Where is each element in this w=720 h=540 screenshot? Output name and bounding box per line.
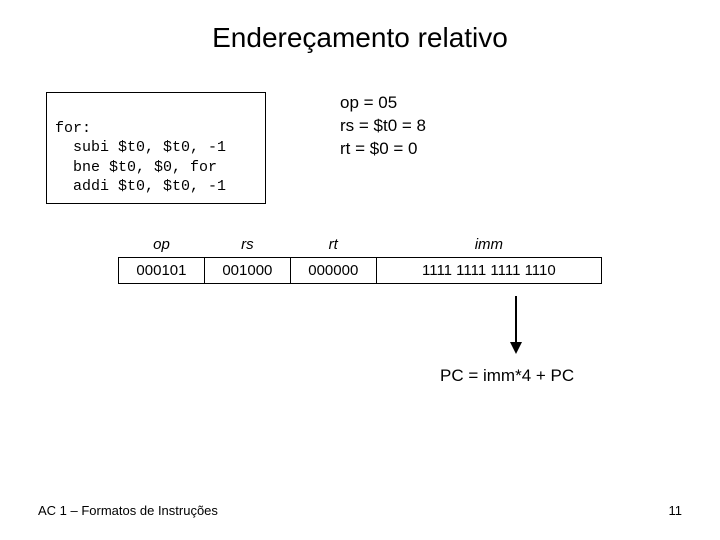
reg-line: rt = $0 = 0 bbox=[340, 138, 426, 161]
col-header-rs: rs bbox=[204, 236, 290, 258]
page-number: 11 bbox=[669, 503, 683, 518]
arrow-down-icon bbox=[506, 296, 526, 354]
code-line: bne $t0, $0, for bbox=[55, 159, 217, 176]
code-box: for: subi $t0, $t0, -1 bne $t0, $0, for … bbox=[46, 92, 266, 204]
pc-equation: PC = imm*4 + PC bbox=[440, 366, 574, 386]
code-line: subi $t0, $t0, -1 bbox=[55, 139, 226, 156]
instruction-fields-table: op rs rt imm 000101 001000 000000 1111 1… bbox=[118, 236, 602, 284]
col-header-op: op bbox=[119, 236, 205, 258]
table-header-row: op rs rt imm bbox=[119, 236, 602, 258]
register-values: op = 05 rs = $t0 = 8 rt = $0 = 0 bbox=[340, 92, 426, 161]
cell-rt: 000000 bbox=[290, 258, 376, 284]
code-line: addi $t0, $t0, -1 bbox=[55, 178, 226, 195]
cell-rs: 001000 bbox=[204, 258, 290, 284]
reg-line: rs = $t0 = 8 bbox=[340, 115, 426, 138]
reg-line: op = 05 bbox=[340, 92, 426, 115]
slide-title: Endereçamento relativo bbox=[0, 22, 720, 54]
table-value-row: 000101 001000 000000 1111 1111 1111 1110 bbox=[119, 258, 602, 284]
code-line: for: bbox=[55, 120, 91, 137]
col-header-rt: rt bbox=[290, 236, 376, 258]
cell-imm: 1111 1111 1111 1110 bbox=[376, 258, 601, 284]
col-header-imm: imm bbox=[376, 236, 601, 258]
cell-op: 000101 bbox=[119, 258, 205, 284]
footer-text: AC 1 – Formatos de Instruções bbox=[38, 503, 218, 518]
